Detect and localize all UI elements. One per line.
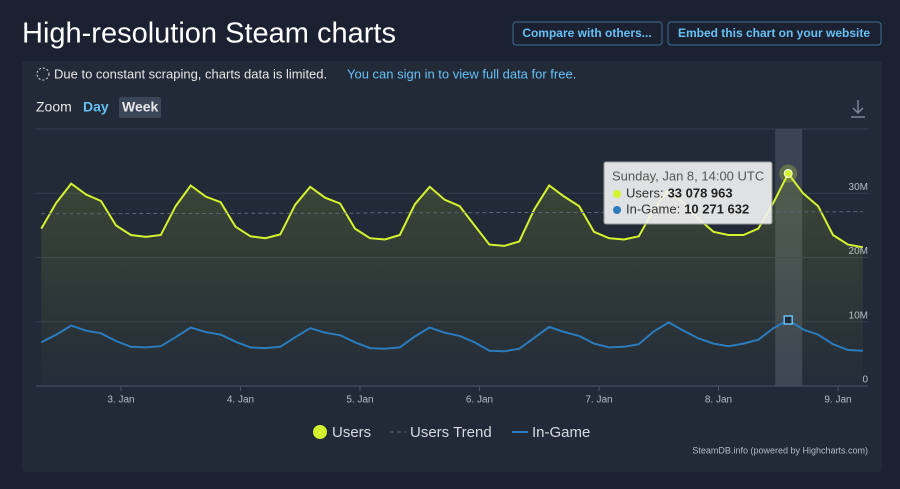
area [41, 173, 863, 386]
hover-point [783, 168, 793, 178]
tooltip: Sunday, Jan 8, 14:00 UTC Users: 33 078 963… [603, 161, 773, 225]
x-tick-label: 9. Jan [824, 395, 851, 406]
compare-button-text[interactable]: Compare with others... [522, 26, 651, 40]
tooltip-dot [613, 190, 621, 198]
x-tick-label: 5. Jan [346, 395, 373, 406]
series-line [41, 211, 863, 215]
tooltip-value: 33 078 963 [668, 185, 733, 200]
x-tick-label: 7. Jan [585, 395, 612, 406]
x-tick-label: 8. Jan [705, 395, 732, 406]
zoom-week[interactable]: Week [122, 99, 159, 115]
x-tick-label: 3. Jan [107, 395, 134, 406]
embed-button-text[interactable]: Embed this chart on your website [678, 26, 870, 40]
legend-label: Users [332, 424, 371, 441]
sign-in-link[interactable]: You can sign in to view full data for fr… [347, 66, 576, 81]
credit: SteamDB.info (powered by Highcharts.com) [692, 445, 868, 455]
page-title: High-resolution Steam charts [22, 18, 396, 50]
notice-icon [36, 67, 50, 81]
zoom-day[interactable]: Day [83, 99, 109, 115]
legend-symbol [313, 425, 327, 439]
tooltip-header: Sunday, Jan 8, 14:00 UTC [612, 168, 764, 183]
tooltip-bg [603, 161, 773, 225]
series-line [40, 171, 864, 249]
legend-label: In-Game [532, 424, 590, 441]
zoom-week-bg[interactable] [119, 97, 161, 118]
compare-button[interactable] [512, 21, 663, 46]
embed-button[interactable] [667, 21, 882, 46]
tooltip-label: Users: [626, 185, 664, 200]
tooltip-dot [613, 206, 621, 214]
series-line [40, 318, 863, 353]
hover-point [783, 315, 793, 325]
y-tick-label: 30M [849, 182, 868, 193]
legend-label: Users Trend [410, 424, 492, 441]
notice-text: Due to constant scraping, charts data is… [54, 66, 327, 81]
tooltip-label: In-Game: [626, 201, 680, 216]
zoom-label: Zoom [36, 99, 72, 115]
x-tick-label: 4. Jan [227, 395, 254, 406]
x-tick-label: 6. Jan [466, 395, 493, 406]
download-icon[interactable] [851, 100, 865, 118]
y-tick-label: 0 [862, 375, 868, 386]
tooltip-value: 10 271 632 [684, 201, 749, 216]
